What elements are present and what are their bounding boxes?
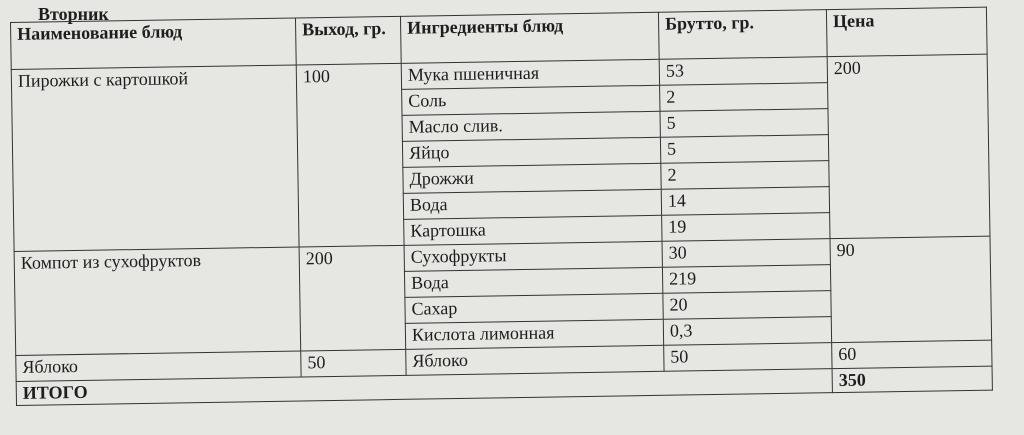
ingredient-name: Соль (401, 85, 660, 116)
ingredient-gross: 53 (659, 56, 828, 86)
ingredient-name: Сахар (404, 293, 664, 324)
ingredient-gross: 50 (663, 342, 833, 372)
total-value: 350 (832, 366, 993, 393)
header-name: Наименование блюд (10, 18, 297, 70)
ingredient-gross: 0,3 (663, 316, 832, 346)
ingredient-name: Мука пшеничная (401, 59, 660, 90)
ingredient-gross: 2 (660, 160, 830, 190)
ingredient-gross: 5 (659, 108, 829, 138)
ingredient-name: Яйцо (402, 137, 661, 168)
dish-yield: 50 (300, 349, 407, 377)
day-title: Вторник (38, 4, 109, 24)
ingredient-name: Сухофрукты (404, 241, 663, 272)
ingredient-name: Вода (403, 189, 662, 220)
ingredient-name: Масло слив. (402, 111, 661, 142)
ingredient-gross: 5 (660, 134, 829, 164)
header-yield: Выход, гр. (295, 16, 402, 66)
ingredient-gross: 2 (659, 82, 828, 112)
header-gross: Брутто, гр. (658, 9, 828, 60)
menu-table: Наименование блюд Выход, гр. Ингредиенты… (10, 7, 993, 406)
ingredient-name: Дрожжи (402, 163, 662, 194)
header-ingredients: Ингредиенты блюд (400, 12, 660, 64)
dish-name: Компот из сухофруктов (14, 246, 301, 356)
ingredient-gross: 19 (661, 212, 831, 242)
dish-price: 200 (827, 54, 990, 239)
ingredient-gross: 30 (662, 238, 831, 268)
dish-name: Пирожки с картошкой (11, 65, 300, 252)
dish-price: 60 (831, 340, 993, 369)
dish-yield: 200 (299, 245, 406, 351)
ingredient-gross: 20 (662, 290, 832, 320)
ingredient-name: Кислота лимонная (405, 319, 664, 350)
dish-yield: 100 (296, 63, 405, 247)
ingredient-name: Картошка (403, 215, 663, 246)
dish-price: 90 (830, 236, 992, 343)
ingredient-gross: 14 (661, 186, 830, 216)
header-price: Цена (826, 7, 988, 57)
ingredient-name: Яблоко (405, 345, 665, 376)
ingredient-gross: 219 (662, 264, 831, 294)
ingredient-name: Вода (404, 267, 663, 298)
